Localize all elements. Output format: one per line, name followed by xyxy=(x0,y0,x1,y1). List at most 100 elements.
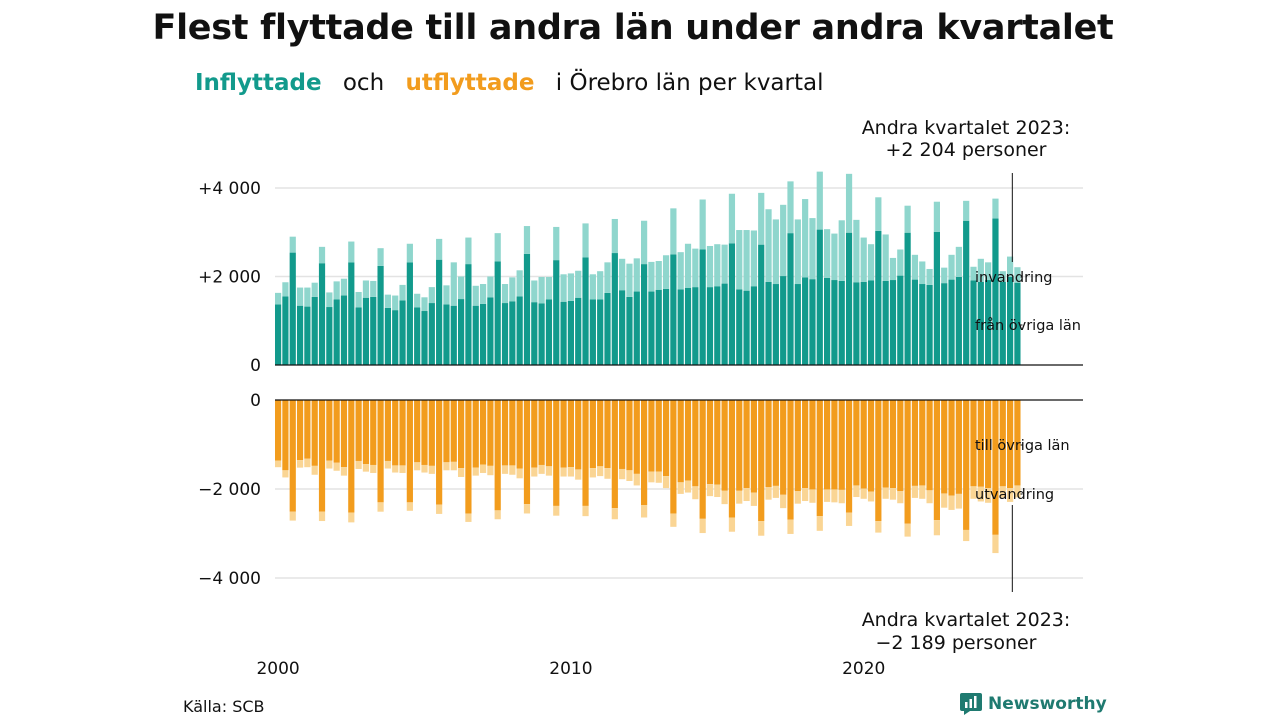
bar-inflow-domestic xyxy=(465,264,472,365)
bar-inflow-immigration xyxy=(985,262,992,281)
bar-outflow-domestic xyxy=(567,400,574,468)
bar-outflow-domestic xyxy=(275,400,282,461)
bar-outflow-domestic xyxy=(941,400,948,494)
bar-inflow-immigration xyxy=(684,243,692,289)
bar-inflow-domestic xyxy=(1007,276,1014,365)
bar-inflow-domestic xyxy=(889,280,897,365)
bar-inflow-immigration xyxy=(809,218,816,280)
bar-outflow-emigration xyxy=(582,505,589,517)
bar-outflow-domestic xyxy=(977,400,984,487)
bar-inflow-domestic xyxy=(684,288,692,365)
bar-inflow-immigration xyxy=(1014,267,1021,283)
bar-inflow-immigration xyxy=(728,193,736,244)
bar-inflow-immigration xyxy=(1007,256,1014,277)
bar-inflow-domestic xyxy=(589,299,596,365)
bar-inflow-immigration xyxy=(999,271,1006,282)
bar-inflow-domestic xyxy=(692,287,699,365)
bar-inflow-domestic xyxy=(860,281,867,365)
bar-outflow-emigration xyxy=(399,465,406,473)
labels-layer: +4 000 +2 000 0 0 −2 000 −4 000 från övriga lä… xyxy=(198,117,1081,679)
bar-inflow-domestic xyxy=(911,279,919,365)
bar-inflow-domestic xyxy=(326,307,333,365)
bar-outflow-domestic xyxy=(809,400,816,490)
bar-outflow-emigration xyxy=(758,521,765,536)
bar-outflow-domestic xyxy=(384,400,391,461)
bar-outflow-emigration xyxy=(597,466,604,477)
bar-inflow-immigration xyxy=(289,236,296,253)
bar-inflow-domestic xyxy=(392,310,399,365)
bar-inflow-domestic xyxy=(311,296,318,365)
bar-inflow-domestic xyxy=(933,231,940,365)
bar-inflow-domestic xyxy=(567,300,574,365)
bar-outflow-emigration xyxy=(626,470,633,481)
bar-inflow-domestic xyxy=(875,230,882,365)
bar-outflow-domestic xyxy=(619,400,626,469)
bar-outflow-domestic xyxy=(472,400,479,468)
bar-inflow-domestic xyxy=(289,252,296,365)
bar-outflow-domestic xyxy=(311,400,318,466)
bar-outflow-emigration xyxy=(802,488,809,502)
bar-outflow-domestic xyxy=(392,400,399,466)
bar-inflow-immigration xyxy=(765,209,772,282)
bar-inflow-domestic xyxy=(282,296,289,365)
bar-inflow-domestic xyxy=(948,279,955,365)
bar-inflow-immigration xyxy=(626,263,633,297)
bar-inflow-domestic xyxy=(662,288,670,365)
bar-outflow-domestic xyxy=(626,400,633,471)
bar-inflow-domestic xyxy=(582,257,589,365)
bar-inflow-immigration xyxy=(802,199,809,278)
bar-outflow-domestic xyxy=(831,400,838,490)
bar-inflow-domestic xyxy=(348,262,355,365)
grid-layer xyxy=(275,187,1083,579)
bar-outflow-domestic xyxy=(641,400,648,506)
bar-outflow-emigration xyxy=(311,465,318,475)
bar-inflow-immigration xyxy=(867,244,875,281)
bar-outflow-emigration xyxy=(736,490,743,504)
bar-inflow-immigration xyxy=(348,241,355,263)
bar-outflow-domestic xyxy=(304,400,311,459)
bar-outflow-emigration xyxy=(545,466,553,476)
bar-outflow-domestic xyxy=(882,400,889,488)
bar-outflow-domestic xyxy=(326,400,333,461)
bar-outflow-domestic xyxy=(318,400,326,512)
bar-outflow-emigration xyxy=(479,464,487,473)
bar-outflow-domestic xyxy=(860,400,867,489)
bar-outflow-emigration xyxy=(296,460,304,468)
bar-inflow-domestic xyxy=(985,280,992,365)
bar-inflow-domestic xyxy=(399,300,406,365)
bar-inflow-domestic xyxy=(333,299,340,365)
bar-inflow-immigration xyxy=(531,280,538,303)
bar-inflow-immigration xyxy=(780,204,787,277)
bar-outflow-emigration xyxy=(648,471,655,483)
bar-inflow-domestic xyxy=(816,229,823,365)
bar-outflow-domestic xyxy=(802,400,809,489)
bar-inflow-immigration xyxy=(399,284,406,301)
bar-inflow-domestic xyxy=(992,218,999,365)
bar-outflow-domestic xyxy=(677,400,684,483)
bar-outflow-domestic xyxy=(479,400,487,465)
bar-inflow-immigration xyxy=(509,277,516,302)
bar-outflow-domestic xyxy=(406,400,413,503)
bar-inflow-immigration xyxy=(655,261,662,290)
bar-inflow-domestic xyxy=(355,307,362,365)
bar-inflow-domestic xyxy=(619,290,626,365)
bar-inflow-immigration xyxy=(582,223,589,258)
bar-outflow-domestic xyxy=(670,400,677,514)
bar-inflow-domestic xyxy=(1014,282,1021,365)
bar-inflow-domestic xyxy=(538,303,545,365)
bar-inflow-domestic xyxy=(597,299,604,365)
bar-outflow-domestic xyxy=(340,400,348,468)
bar-inflow-immigration xyxy=(370,280,377,297)
bar-outflow-domestic xyxy=(721,400,728,491)
bar-outflow-domestic xyxy=(992,400,999,535)
bar-inflow-domestic xyxy=(406,262,413,365)
bar-outflow-emigration xyxy=(611,508,618,520)
bar-inflow-domestic xyxy=(977,281,984,365)
bar-outflow-domestic xyxy=(582,400,589,506)
bar-outflow-emigration xyxy=(948,495,955,510)
bar-outflow-emigration xyxy=(765,487,772,500)
bar-outflow-emigration xyxy=(414,462,421,471)
bar-inflow-domestic xyxy=(897,275,904,365)
bar-inflow-domestic xyxy=(296,305,304,365)
bar-outflow-emigration xyxy=(641,505,648,518)
